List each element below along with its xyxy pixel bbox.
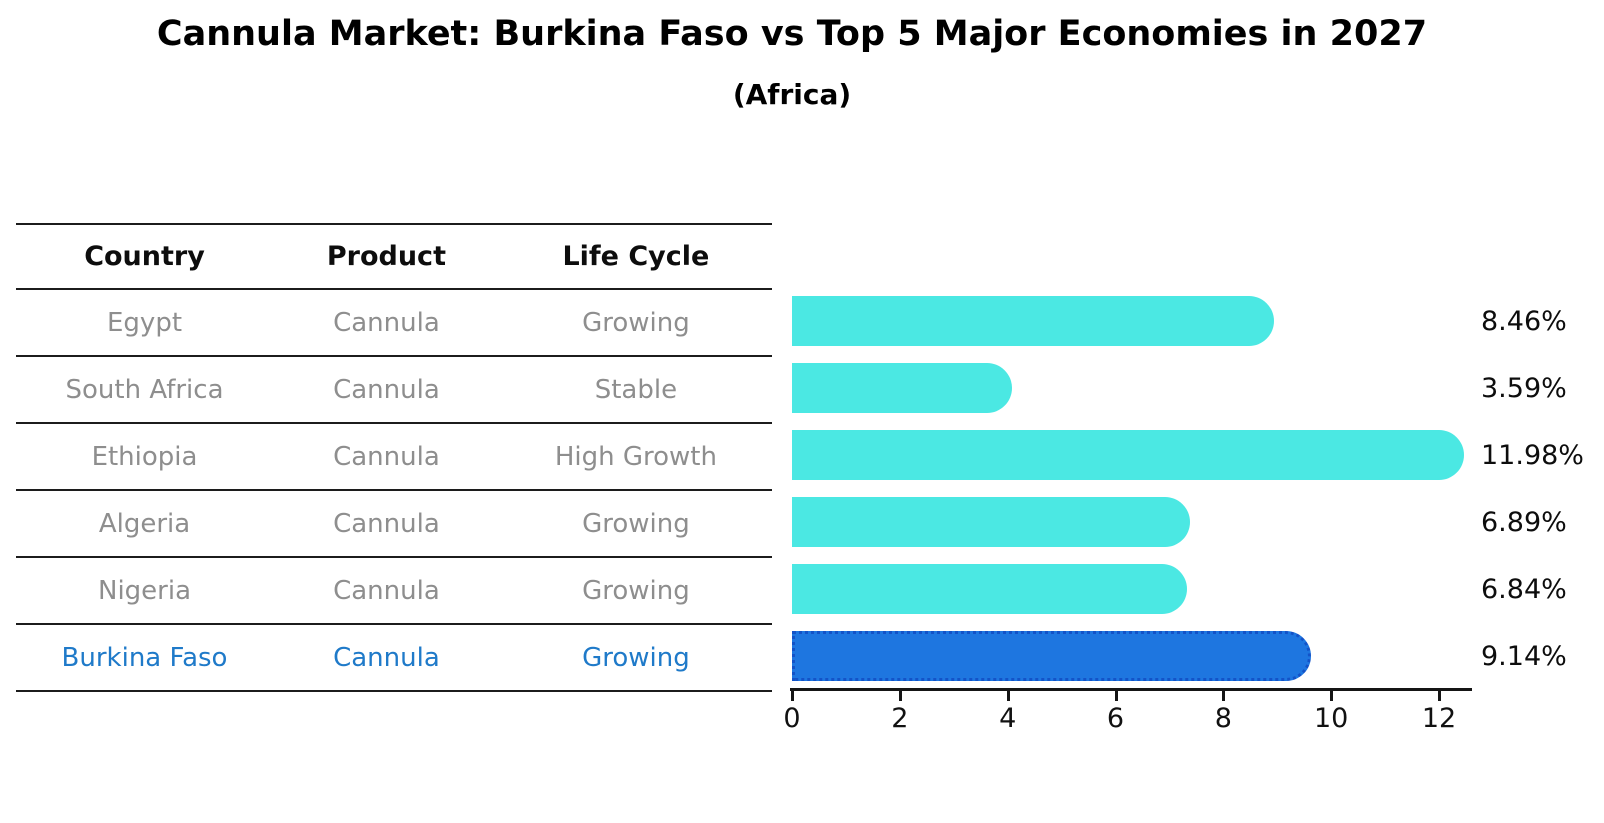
x-tick-label: 2 (891, 703, 909, 734)
x-tick-label: 10 (1314, 703, 1349, 734)
table-cell-lifecycle: Growing (582, 307, 690, 338)
table-cell-product: Cannula (333, 374, 440, 405)
column-header-lifecycle: Life Cycle (562, 241, 710, 272)
table-row-nigeria: Nigeria Cannula Growing (16, 558, 772, 625)
bar-value-label: 3.59% (1481, 372, 1567, 404)
chart-title: Cannula Market: Burkina Faso vs Top 5 Ma… (156, 14, 1428, 54)
x-tick-label: 4 (999, 703, 1017, 734)
x-tick-label: 0 (783, 703, 801, 734)
x-tick (791, 691, 794, 701)
country-table: Country Product Life Cycle Egypt Cannula G… (16, 223, 772, 692)
table-row-algeria: Algeria Cannula Growing (16, 491, 772, 558)
x-tick (1222, 691, 1226, 701)
table-cell-lifecycle: High Growth (554, 441, 717, 472)
table-header-row: Country Product Life Cycle (16, 225, 772, 290)
column-header-country: Country (84, 241, 205, 272)
x-tick-label: 8 (1214, 703, 1232, 734)
table-cell-lifecycle: Stable (594, 374, 678, 405)
table-row-egypt: Egypt Cannula Growing (16, 290, 772, 357)
x-tick (1114, 691, 1118, 701)
bar-value-label: 8.46% (1481, 305, 1567, 337)
table-row-south-africa: South Africa Cannula Stable (16, 357, 772, 424)
table-cell-country: Ethiopia (91, 441, 198, 472)
bar-south-africa (792, 363, 1012, 413)
table-cell-country: Burkina Faso (61, 642, 228, 673)
bar-value-label: 6.84% (1481, 573, 1567, 605)
bar-nigeria (792, 564, 1187, 614)
table-cell-product: Cannula (333, 508, 440, 539)
bar-algeria (792, 497, 1190, 547)
chart-subtitle: (Africa) (732, 78, 852, 111)
table-cell-country: Egypt (107, 307, 183, 338)
bar-ethiopia (792, 430, 1464, 480)
table-cell-country: South Africa (65, 374, 224, 405)
table-row-ethiopia: Ethiopia Cannula High Growth (16, 424, 772, 491)
table-row-burkina-faso: Burkina Faso Cannula Growing (16, 625, 772, 692)
table-cell-lifecycle: Growing (582, 575, 690, 606)
x-tick (898, 691, 902, 701)
table-body: Egypt Cannula Growing South Africa Cannula St… (16, 290, 772, 692)
table-cell-product: Cannula (333, 441, 440, 472)
x-tick-label: 12 (1421, 703, 1457, 734)
bar-value-label: 9.14% (1481, 640, 1567, 672)
table-cell-product: Cannula (333, 642, 440, 673)
table-cell-product: Cannula (333, 307, 440, 338)
table-cell-lifecycle: Growing (582, 508, 690, 539)
table-cell-country: Nigeria (98, 575, 192, 606)
bar-value-label: 11.98% (1481, 439, 1584, 471)
x-axis-line (790, 688, 1472, 691)
table-cell-country: Algeria (98, 508, 191, 539)
bar-value-label: 6.89% (1481, 506, 1567, 538)
x-tick-label: 6 (1106, 703, 1125, 734)
bar-egypt (792, 296, 1274, 346)
x-tick (1330, 691, 1334, 701)
table-cell-lifecycle: Growing (582, 642, 690, 673)
x-tick (1438, 691, 1442, 701)
column-header-product: Product (326, 241, 446, 272)
bar-burkina-faso (792, 631, 1311, 681)
table-cell-product: Cannula (333, 575, 440, 606)
x-tick (1006, 691, 1010, 701)
